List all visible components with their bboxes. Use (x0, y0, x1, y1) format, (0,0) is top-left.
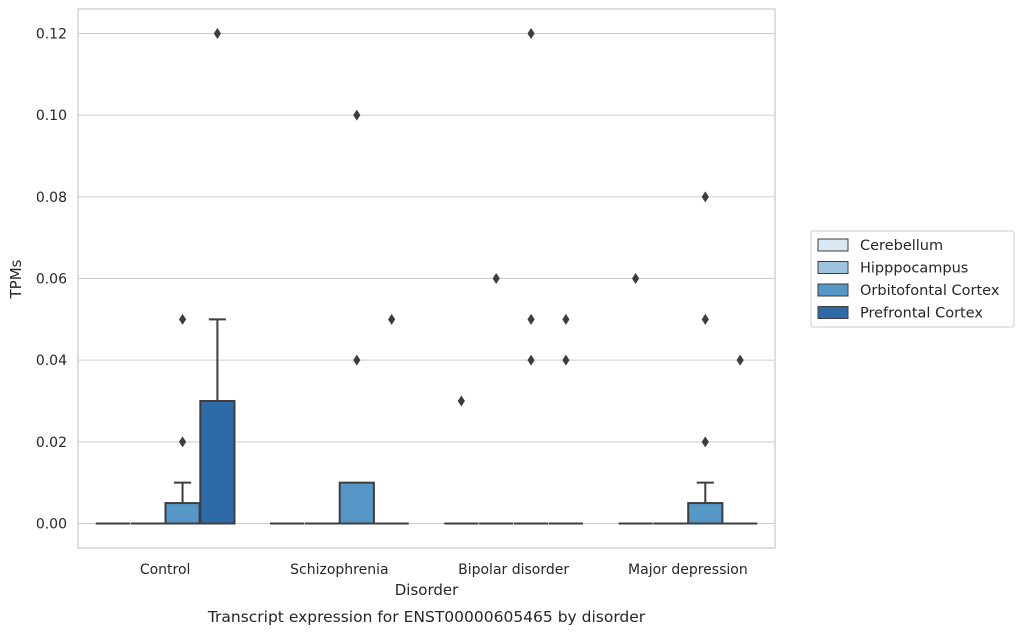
legend-swatch (817, 306, 849, 319)
box-group (618, 191, 758, 525)
y-tick-label: 0.06 (36, 272, 67, 288)
box (687, 502, 724, 525)
outlier-point (736, 354, 744, 366)
chart-caption: Transcript expression for ENST0000060546… (207, 608, 646, 626)
y-axis-ticks: 0.00 0.02 0.04 0.06 0.08 0.10 0.12 (36, 27, 67, 533)
x-tick-label: Major depression (628, 562, 748, 578)
outlier-point (388, 313, 396, 325)
x-tick-label: Bipolar disorder (458, 562, 569, 578)
box-group (95, 28, 236, 525)
plot-frame (77, 8, 776, 549)
legend-swatch (817, 283, 849, 297)
y-tick-label: 0.08 (36, 190, 67, 206)
legend-frame (810, 230, 1015, 328)
x-tick-label: Control (140, 562, 191, 578)
outlier-point (213, 28, 221, 39)
legend-label: Hipppocampus (860, 261, 968, 277)
x-axis-label: Disorder (395, 581, 459, 599)
outlier-point (178, 436, 187, 448)
outlier-point (527, 28, 535, 39)
outlier-point (701, 436, 709, 448)
outlier-point (701, 191, 709, 203)
outlier-point (701, 313, 709, 325)
box-group (270, 109, 409, 525)
y-tick-label: 0.02 (36, 435, 67, 451)
box (338, 481, 375, 525)
legend-label: Cerebellum (860, 238, 943, 254)
outlier-point (353, 354, 361, 366)
y-tick-label: 0.00 (36, 517, 67, 533)
outlier-point (527, 313, 535, 325)
outlier-point (632, 273, 640, 284)
legend-label: Orbitofontal Cortex (860, 283, 1000, 299)
outlier-point (353, 109, 361, 121)
outlier-point (492, 273, 500, 284)
legend-label: Prefrontal Cortex (860, 306, 983, 322)
outlier-point (562, 313, 570, 325)
legend-swatch (817, 238, 849, 252)
x-axis-ticks: Control Schizophrenia Bipolar disorder Majo… (140, 562, 748, 578)
legend: Cerebellum Hipppocampus Orbitofontal Corte… (810, 230, 1015, 328)
y-axis-label: TPMs (7, 259, 25, 299)
y-tick-label: 0.12 (36, 27, 67, 43)
outlier-point (178, 313, 187, 325)
y-tick-label: 0.10 (36, 108, 67, 124)
outlier-point (457, 395, 465, 407)
gridlines (78, 33, 775, 524)
outlier-point (562, 354, 570, 366)
box (199, 400, 236, 525)
x-tick-label: Schizophrenia (290, 562, 388, 578)
box-group (444, 28, 583, 525)
y-tick-label: 0.04 (36, 353, 67, 369)
box (164, 502, 201, 525)
box-groups (95, 28, 758, 525)
outlier-point (527, 354, 535, 366)
legend-swatch (817, 261, 849, 274)
